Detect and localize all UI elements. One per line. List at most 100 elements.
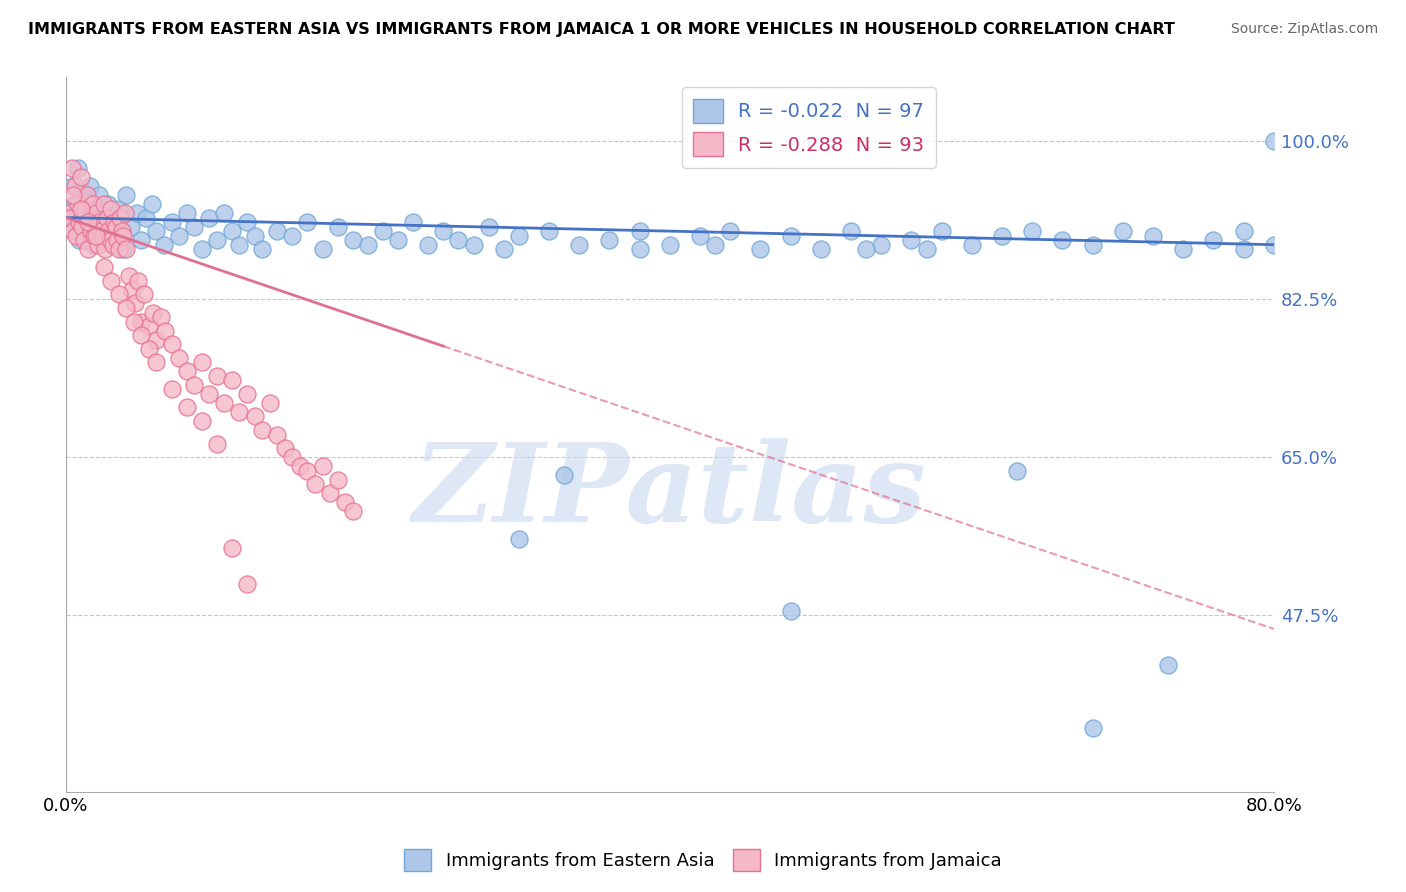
Point [104,219,127,234]
Point [87,188,110,202]
Point [1202,233,1225,247]
Point [70,202,93,216]
Point [127,274,149,288]
Point [190,355,212,369]
Point [124,296,146,310]
Point [125,206,148,220]
Point [118,269,141,284]
Point [112,242,135,256]
Point [236,576,259,591]
Point [65,211,87,225]
Point [718,224,741,238]
Point [1052,233,1074,247]
Point [266,224,288,238]
Point [75,193,97,207]
Point [205,368,228,383]
Point [66,197,89,211]
Point [96,211,118,225]
Point [103,224,125,238]
Point [689,228,711,243]
Point [100,215,122,229]
Point [122,314,145,328]
Point [991,228,1014,243]
Point [463,237,485,252]
Point [931,224,953,238]
Point [900,233,922,247]
Point [478,219,501,234]
Point [121,283,143,297]
Point [288,459,311,474]
Point [114,206,136,220]
Point [87,215,110,229]
Point [108,211,131,225]
Legend: Immigrants from Eastern Asia, Immigrants from Jamaica: Immigrants from Eastern Asia, Immigrants… [396,842,1010,879]
Point [198,387,221,401]
Point [131,314,153,328]
Point [63,178,86,193]
Point [1021,224,1043,238]
Point [628,242,651,256]
Point [67,215,90,229]
Point [628,224,651,238]
Point [62,224,84,238]
Point [221,373,243,387]
Point [319,486,342,500]
Point [107,202,129,216]
Point [75,202,97,216]
Point [62,219,84,234]
Text: Source: ZipAtlas.com: Source: ZipAtlas.com [1230,22,1378,37]
Point [221,541,243,555]
Point [73,233,96,247]
Point [1005,464,1028,478]
Point [66,161,89,175]
Point [508,228,530,243]
Point [1112,224,1135,238]
Point [160,337,183,351]
Point [553,468,575,483]
Point [84,206,107,220]
Point [1157,658,1180,673]
Point [259,396,281,410]
Point [131,233,153,247]
Point [101,237,124,252]
Point [236,215,259,229]
Point [93,260,115,275]
Point [371,224,394,238]
Point [855,242,877,256]
Point [62,188,84,202]
Point [779,604,801,618]
Point [183,219,205,234]
Point [60,161,83,175]
Point [447,233,470,247]
Point [190,414,212,428]
Point [142,305,165,319]
Point [176,401,198,415]
Point [167,351,190,365]
Legend: R = -0.022  N = 97, R = -0.288  N = 93: R = -0.022 N = 97, R = -0.288 N = 93 [682,87,936,168]
Point [97,224,120,238]
Point [1263,134,1285,148]
Point [205,233,228,247]
Point [658,237,681,252]
Point [228,237,250,252]
Point [115,188,138,202]
Point [93,228,115,243]
Point [326,219,349,234]
Point [297,215,319,229]
Point [93,197,115,211]
Point [115,242,138,256]
Point [70,184,93,198]
Point [97,197,120,211]
Point [141,197,163,211]
Point [190,242,212,256]
Point [214,396,236,410]
Point [58,206,80,220]
Point [145,355,167,369]
Point [100,202,122,216]
Point [1081,722,1104,736]
Point [76,188,98,202]
Point [145,224,167,238]
Point [100,274,122,288]
Point [160,215,183,229]
Point [508,532,530,546]
